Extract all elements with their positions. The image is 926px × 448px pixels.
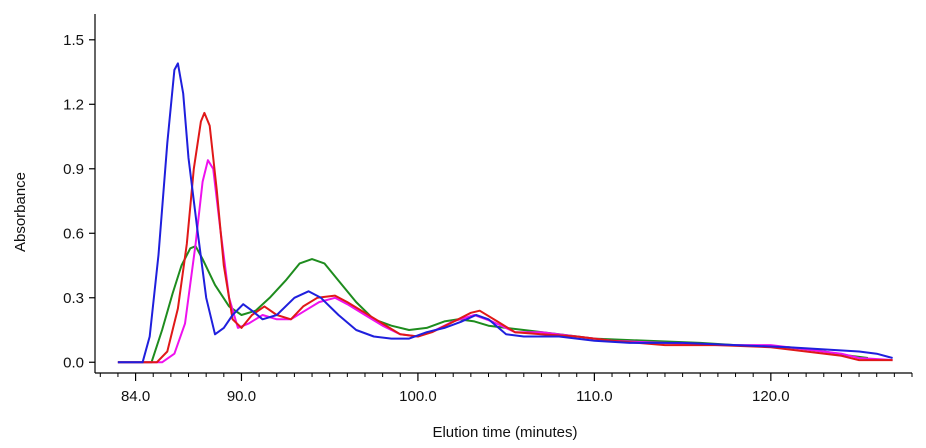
series-line-1 xyxy=(117,111,893,364)
y-tick-label: 0.9 xyxy=(63,161,84,178)
x-tick-label: 90.0 xyxy=(227,388,256,405)
x-tick-label: 84.0 xyxy=(121,388,150,405)
y-tick-label: 0.6 xyxy=(63,225,84,242)
y-axis-ticks: 0.0 0.3 0.6 0.9 1.2 1.5 xyxy=(63,32,95,371)
x-tick-label: 110.0 xyxy=(576,388,612,405)
y-tick-label: 1.5 xyxy=(63,32,84,49)
series-layer xyxy=(117,62,893,364)
y-tick-label: 1.2 xyxy=(63,96,84,113)
axes-layer: 0.0 0.3 0.6 0.9 1.2 1.5 84.0 90.0 100.0 110.0 120… xyxy=(12,14,913,441)
x-axis-ticks: 84.0 90.0 100.0 110.0 120.0 xyxy=(99,373,913,405)
x-axis-title: Elution time (minutes) xyxy=(432,424,577,441)
series-line-2 xyxy=(117,159,893,364)
series-line-0 xyxy=(117,62,893,364)
x-tick-label: 100.0 xyxy=(399,388,437,405)
x-tick-label: 120.0 xyxy=(752,388,790,405)
y-tick-label: 0.3 xyxy=(63,290,84,307)
y-tick-label: 0.0 xyxy=(63,354,84,371)
series-line-3 xyxy=(117,245,869,364)
y-axis-title: Absorbance xyxy=(12,172,29,252)
